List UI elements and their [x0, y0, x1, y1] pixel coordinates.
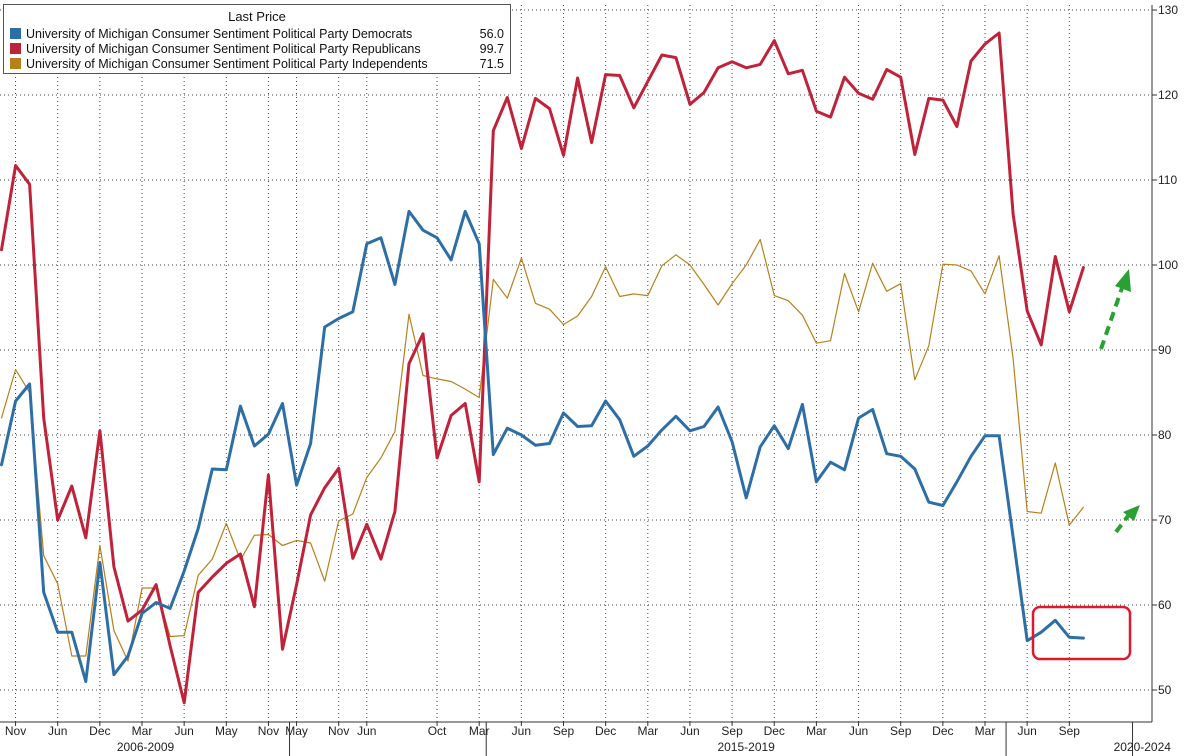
series-line-republicans [0, 31, 1085, 705]
x-tick-label: Mar [132, 724, 153, 738]
legend-swatch-republicans [10, 43, 21, 54]
series-lines [0, 31, 1085, 705]
y-tick-label: 80 [1158, 428, 1172, 442]
x-axis: Nov Jun Dec Mar Jun May Nov May Nov Jun Oct Mar Jun S… [0, 721, 1172, 756]
y-tick-label: 60 [1158, 598, 1172, 612]
x-tick-label: Sep [1059, 724, 1081, 738]
legend-value: 56.0 [479, 26, 504, 41]
x-tick-label: Dec [89, 724, 110, 738]
trend-arrow-independents-head [1123, 505, 1140, 521]
x-tick-label: Dec [595, 724, 616, 738]
legend-swatch-democrats [10, 28, 21, 39]
legend: Last Price University of Michigan Consum… [3, 4, 511, 74]
y-tick-label: 120 [1158, 88, 1178, 102]
x-tick-label: Sep [553, 724, 575, 738]
grid [0, 5, 1152, 722]
x-tick-label: Mar [975, 724, 996, 738]
x-tick-label: Jun [680, 724, 699, 738]
x-tick-label: Nov [258, 724, 279, 738]
y-axis: 50 60 70 80 90 100 110 120 130 [1151, 3, 1178, 722]
x-tick-label: Mar [806, 724, 827, 738]
legend-value: 99.7 [479, 41, 504, 56]
highlight-box [1031, 605, 1132, 661]
x-tick-label: Jun [357, 724, 376, 738]
x-tick-label: Jun [512, 724, 531, 738]
segment-label: 2015-2019 [717, 740, 775, 754]
y-tick-label: 100 [1158, 258, 1178, 272]
trend-arrow-republicans-head [1115, 269, 1131, 292]
annotations [1031, 269, 1140, 661]
legend-item-republicans: University of Michigan Consumer Sentimen… [10, 41, 504, 56]
legend-item-independents: University of Michigan Consumer Sentimen… [10, 56, 504, 71]
trend-arrow-independents [1114, 514, 1130, 534]
x-tick-label: May [285, 724, 308, 738]
y-tick-label: 90 [1158, 343, 1172, 357]
x-tick-label: May [215, 724, 238, 738]
y-tick-label: 110 [1158, 173, 1177, 187]
x-tick-label: Nov [328, 724, 349, 738]
legend-item-democrats: University of Michigan Consumer Sentimen… [10, 26, 504, 41]
segment-label: 2006-2009 [117, 740, 175, 754]
legend-title: Last Price [228, 9, 286, 24]
x-tick-label: Jun [1017, 724, 1036, 738]
series-line-democrats [0, 209, 1085, 683]
legend-label: University of Michigan Consumer Sentimen… [26, 41, 421, 56]
y-tick-label: 70 [1158, 513, 1172, 527]
x-tick-label: Mar [637, 724, 658, 738]
y-tick-label: 130 [1158, 3, 1178, 17]
legend-value: 71.5 [479, 56, 504, 71]
y-tick-label: 50 [1158, 683, 1172, 697]
x-tick-label: Jun [174, 724, 193, 738]
x-tick-label: Sep [721, 724, 743, 738]
legend-label: University of Michigan Consumer Sentimen… [26, 56, 428, 71]
legend-label: University of Michigan Consumer Sentimen… [26, 26, 413, 41]
x-tick-label: Dec [932, 724, 953, 738]
segment-label: 2020-2024 [1114, 740, 1172, 754]
x-tick-label: Sep [890, 724, 912, 738]
x-tick-label: Jun [48, 724, 67, 738]
x-tick-label: Dec [764, 724, 785, 738]
series-line-independents [0, 238, 1085, 662]
legend-swatch-independents [10, 58, 21, 69]
x-tick-label: Nov [5, 724, 26, 738]
x-tick-label: Mar [469, 724, 490, 738]
x-tick-label: Jun [849, 724, 868, 738]
x-tick-label: Oct [428, 724, 447, 738]
trend-arrow-republicans [1099, 284, 1125, 350]
